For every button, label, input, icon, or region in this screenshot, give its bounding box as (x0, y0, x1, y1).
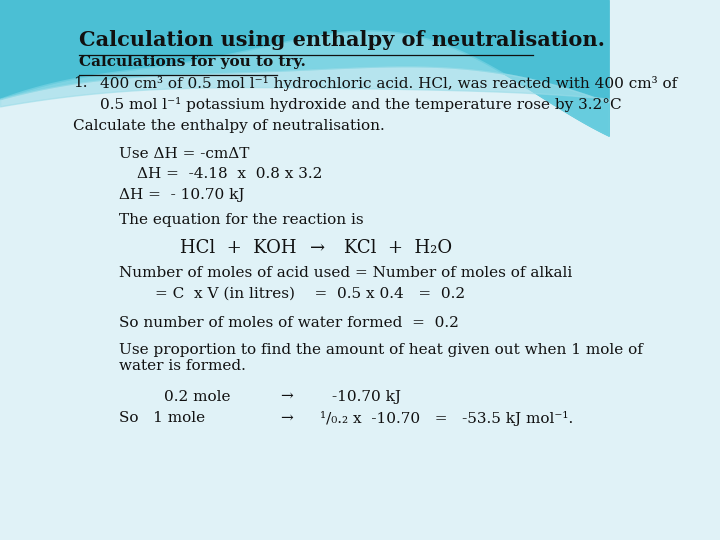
Text: 0.2 mole: 0.2 mole (164, 390, 231, 404)
Text: -10.70 kJ: -10.70 kJ (332, 390, 401, 404)
Text: Use proportion to find the amount of heat given out when 1 mole of: Use proportion to find the amount of hea… (119, 343, 642, 357)
Text: →: → (280, 390, 293, 404)
Text: Use ΔH = -cmΔT: Use ΔH = -cmΔT (119, 147, 249, 161)
Text: ΔH =  - 10.70 kJ: ΔH = - 10.70 kJ (119, 188, 244, 202)
Text: The equation for the reaction is: The equation for the reaction is (119, 213, 364, 227)
Text: →: → (280, 411, 293, 426)
Text: So   1 mole: So 1 mole (119, 411, 204, 426)
Text: ¹/₀.₂ x  -10.70   =   -53.5 kJ mol⁻¹.: ¹/₀.₂ x -10.70 = -53.5 kJ mol⁻¹. (320, 411, 573, 427)
Text: 0.5 mol l⁻¹ potassium hydroxide and the temperature rose by 3.2°C: 0.5 mol l⁻¹ potassium hydroxide and the … (100, 97, 622, 112)
Text: ΔH =  -4.18  x  0.8 x 3.2: ΔH = -4.18 x 0.8 x 3.2 (137, 167, 323, 181)
Text: So number of moles of water formed  =  0.2: So number of moles of water formed = 0.2 (119, 316, 459, 330)
Text: Calculations for you to try.: Calculations for you to try. (79, 55, 306, 69)
Text: KCl  +  H₂O: KCl + H₂O (344, 239, 452, 256)
Text: HCl  +  KOH: HCl + KOH (179, 239, 296, 256)
Text: Calculation using enthalpy of neutralisation.: Calculation using enthalpy of neutralisa… (79, 30, 605, 50)
Text: Calculate the enthalpy of neutralisation.: Calculate the enthalpy of neutralisation… (73, 119, 384, 133)
Text: →: → (310, 239, 325, 256)
Text: = C  x V (in litres)    =  0.5 x 0.4   =  0.2: = C x V (in litres) = 0.5 x 0.4 = 0.2 (156, 286, 465, 300)
Text: Number of moles of acid used = Number of moles of alkali: Number of moles of acid used = Number of… (119, 266, 572, 280)
Text: 400 cm³ of 0.5 mol l⁻¹ hydrochloric acid. HCl, was reacted with 400 cm³ of: 400 cm³ of 0.5 mol l⁻¹ hydrochloric acid… (100, 76, 678, 91)
Text: water is formed.: water is formed. (119, 359, 246, 373)
Text: 1.: 1. (73, 76, 88, 90)
